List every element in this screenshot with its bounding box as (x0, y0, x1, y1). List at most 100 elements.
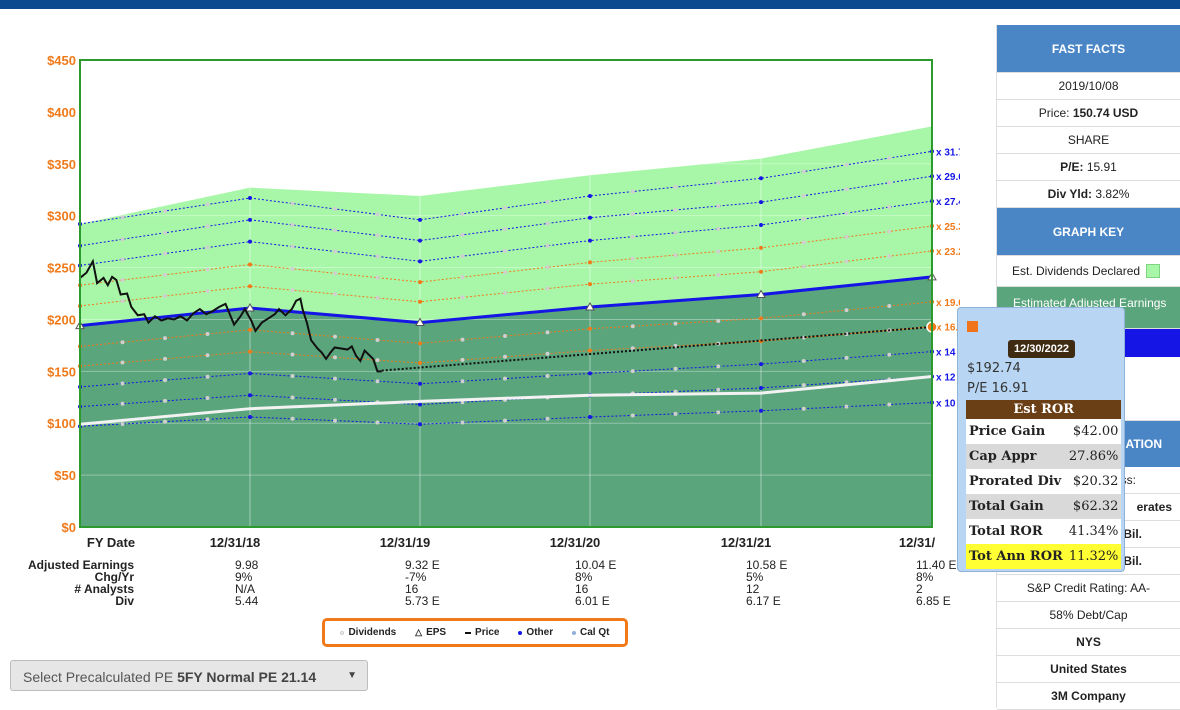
calqt-marker (673, 389, 678, 394)
info-partial-4: Bil. (997, 548, 1180, 575)
multiple-line (79, 250, 933, 307)
calqt-marker (333, 271, 337, 276)
multiple-marker (418, 422, 422, 427)
calqt-marker (375, 420, 380, 425)
multiple-marker (759, 316, 763, 321)
calqt-marker (630, 324, 635, 329)
calqt-marker (205, 267, 210, 272)
calqt-marker (844, 234, 849, 239)
multiple-marker (759, 176, 763, 181)
fast-facts-price: Price: 150.74 USD (997, 100, 1180, 127)
calqt-marker (333, 397, 337, 402)
calqt-marker (887, 402, 892, 407)
calqt-marker (887, 254, 892, 259)
ror-key: Tot Ann ROR (966, 544, 1066, 569)
y-tick-label: $300 (47, 209, 76, 224)
calqt-marker (460, 379, 465, 384)
calqt-marker (120, 422, 125, 427)
legend-label-other: Other (526, 627, 554, 638)
ror-value: 27.86% (1065, 444, 1122, 469)
calqt-marker (716, 319, 721, 324)
ror-key: Total Gain (966, 494, 1066, 519)
pe-select-prefix: Select Precalculated PE (23, 669, 174, 685)
calqt-marker (120, 215, 125, 220)
calqt-marker (503, 376, 507, 381)
calqt-marker (333, 418, 337, 423)
calqt-marker (120, 278, 125, 283)
calqt-marker (163, 208, 167, 213)
calqt-marker (205, 202, 210, 207)
pe-select-dropdown[interactable]: Select Precalculated PE 5FY Normal PE 21… (10, 660, 368, 691)
calqt-marker (844, 259, 849, 264)
calqt-marker (290, 223, 295, 228)
multiple-marker (418, 280, 422, 285)
multiple-marker (248, 393, 252, 398)
calqt-marker (801, 240, 806, 245)
y-tick-label: $150 (47, 364, 76, 379)
calqt-marker (630, 369, 635, 374)
calqt-marker (120, 237, 125, 242)
legend-item-dividends[interactable]: Dividends (340, 627, 396, 638)
multiple-marker (588, 414, 592, 419)
calqt-marker (290, 331, 295, 336)
data-row-value: 10.04 E (575, 558, 617, 572)
multiple-marker (418, 361, 422, 366)
legend-item-price[interactable]: Price (465, 627, 500, 638)
fast-graph-chart: $0 $50 $100 $150 $200 $250 $300 $350 $400 $450 x 3… (47, 53, 960, 550)
y-tick-label: $250 (47, 261, 76, 276)
calqt-marker (375, 337, 380, 342)
data-row-label: Adjusted Earnings (27, 558, 134, 572)
calqt-marker (163, 230, 167, 235)
calqt-marker (163, 378, 167, 383)
legend-item-other[interactable]: Other (518, 627, 553, 638)
data-row-value: 5.44 (235, 594, 259, 608)
key-dividends[interactable]: Est. Dividends Declared (997, 256, 1180, 287)
calqt-marker (630, 211, 635, 216)
calqt-marker (887, 352, 892, 357)
pe-select-value: 5FY Normal PE 21.14 (177, 669, 317, 685)
calqt-marker (205, 224, 210, 229)
projection-marker-icon (967, 321, 978, 332)
calqt-marker (163, 272, 167, 277)
data-row: # Analysts N/A 16 16 12 2 (0, 583, 960, 595)
ror-row: Tot Ann ROR 11.32% (966, 544, 1122, 569)
calqt-marker (375, 212, 380, 217)
tooltip-price: $192.74 (967, 361, 1021, 376)
calqt-marker (844, 162, 849, 167)
multiple-label: x 12 (936, 373, 956, 384)
ror-key: Price Gain (966, 419, 1066, 444)
data-row-value: 11.40 E (916, 558, 957, 572)
multiple-label: x 31.71 (936, 147, 960, 158)
calqt-marker (887, 180, 892, 185)
calqt-marker (120, 360, 125, 365)
legend-item-calqt[interactable]: Cal Qt (572, 627, 609, 638)
calqt-marker (120, 257, 125, 262)
calqt-marker (844, 187, 849, 192)
data-row: Chg/Yr 9% -7% 8% 5% 8% (0, 571, 960, 583)
calqt-marker (844, 404, 849, 409)
calqt-marker (460, 337, 465, 342)
calqt-marker (290, 374, 295, 379)
multiple-marker (588, 371, 592, 376)
data-row-label: # Analysts (74, 582, 134, 596)
legend-item-eps[interactable]: △ EPS (415, 627, 446, 638)
ror-table: Est ROR Price Gain $42.00 Cap Appr 27.86% … (966, 400, 1122, 569)
multiple-marker (588, 348, 592, 353)
multiple-marker (418, 217, 422, 222)
calqt-marker (844, 355, 849, 360)
ror-value: $42.00 (1065, 419, 1122, 444)
divyld-label: Div Yld: (1047, 187, 1093, 201)
calqt-marker (375, 233, 380, 238)
ror-key: Total ROR (966, 519, 1066, 544)
calqt-marker (333, 376, 337, 381)
divyld-value: 3.82% (1095, 187, 1130, 201)
calqt-marker (120, 381, 125, 386)
calqt-marker (460, 420, 465, 425)
multiple-marker (248, 414, 252, 419)
ror-key: Cap Appr (966, 444, 1066, 469)
multiple-marker (418, 341, 422, 346)
multiple-marker (759, 223, 763, 228)
calqt-marker (801, 193, 806, 198)
calqt-marker (375, 275, 380, 280)
calqt-marker (545, 199, 550, 204)
